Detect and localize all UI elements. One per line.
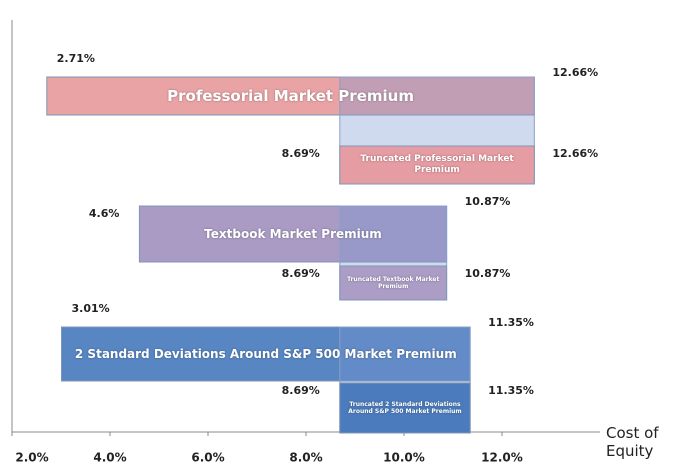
low-label: 3.01% [71,302,109,315]
bar [46,76,535,116]
x-tick-label: 10.0% [383,451,425,465]
low-label: 8.69% [282,147,320,160]
high-label: 10.87% [465,195,511,208]
bar [339,265,448,301]
bar [138,205,448,263]
high-label: 10.87% [465,267,511,280]
high-label: 12.66% [552,66,598,79]
bar-label: Truncated Professorial Market Premium [360,154,514,175]
low-label: 8.69% [282,384,320,397]
x-tick-label: 6.0% [191,451,224,465]
bar-label: Professorial Market Premium [167,87,414,105]
x-tick-label: 8.0% [289,451,322,465]
bar-label: 2 Standard Deviations Around S&P 500 Mar… [74,346,457,361]
bar-label: Truncated Textbook Market Premium [347,275,440,290]
low-label: 2.71% [57,52,95,65]
bar [339,145,535,185]
x-tick-label: 12.0% [481,451,523,465]
x-axis-label: Cost of Equity [606,424,659,460]
low-label: 8.69% [282,267,320,280]
bar [60,326,471,382]
high-label: 11.35% [488,384,534,397]
bar [339,382,471,434]
x-tick-label: 2.0% [15,451,48,465]
bar-label: Truncated 2 Standard Deviations Around S… [348,400,462,415]
x-tick-label: 4.0% [93,451,126,465]
bar-label: Textbook Market Premium [204,226,382,241]
high-label: 11.35% [488,316,534,329]
low-label: 4.6% [89,207,120,220]
high-label: 12.66% [552,147,598,160]
